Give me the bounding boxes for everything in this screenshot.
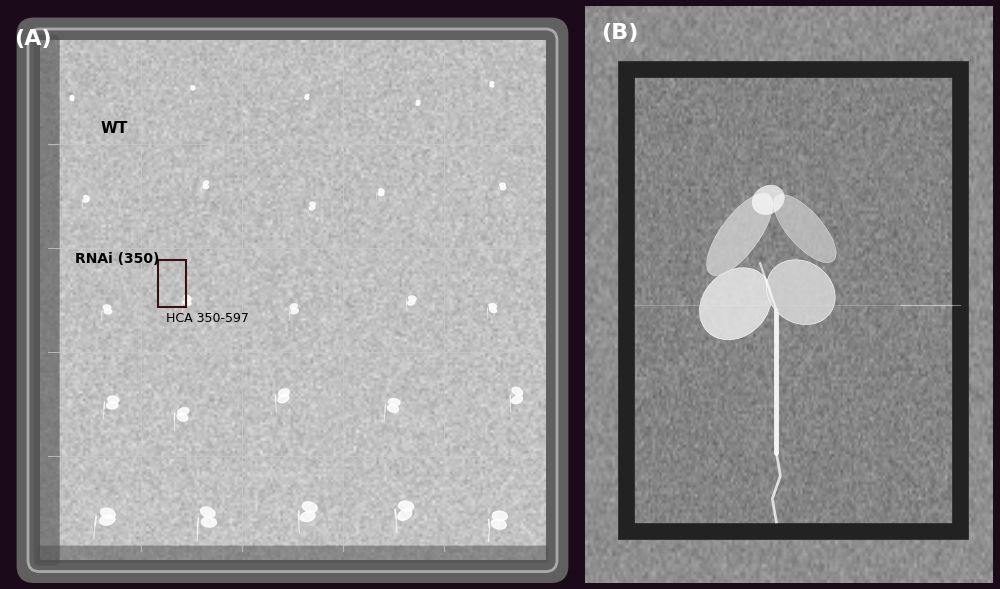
Ellipse shape bbox=[278, 395, 289, 403]
Ellipse shape bbox=[203, 181, 208, 185]
Ellipse shape bbox=[108, 396, 119, 403]
Ellipse shape bbox=[203, 185, 209, 188]
Ellipse shape bbox=[107, 402, 118, 409]
Ellipse shape bbox=[416, 100, 420, 102]
Ellipse shape bbox=[184, 300, 191, 305]
Text: WT: WT bbox=[100, 121, 128, 136]
Text: (A): (A) bbox=[14, 29, 51, 49]
Ellipse shape bbox=[500, 186, 506, 190]
Ellipse shape bbox=[310, 202, 315, 206]
Ellipse shape bbox=[291, 309, 298, 314]
Ellipse shape bbox=[399, 501, 414, 511]
Ellipse shape bbox=[201, 517, 217, 527]
Ellipse shape bbox=[103, 305, 111, 310]
Bar bbox=[626, 70, 960, 531]
Ellipse shape bbox=[200, 507, 215, 518]
Ellipse shape bbox=[489, 303, 496, 309]
Ellipse shape bbox=[387, 405, 399, 412]
Ellipse shape bbox=[700, 267, 772, 340]
Ellipse shape bbox=[378, 192, 384, 196]
Ellipse shape bbox=[512, 387, 523, 396]
Ellipse shape bbox=[302, 502, 317, 512]
Ellipse shape bbox=[512, 396, 523, 403]
Ellipse shape bbox=[279, 389, 289, 397]
Ellipse shape bbox=[408, 300, 415, 305]
Ellipse shape bbox=[300, 511, 315, 522]
Ellipse shape bbox=[290, 304, 297, 309]
Ellipse shape bbox=[500, 183, 505, 187]
Ellipse shape bbox=[379, 189, 384, 193]
Ellipse shape bbox=[100, 508, 115, 518]
Text: (B): (B) bbox=[601, 23, 639, 43]
Ellipse shape bbox=[177, 413, 188, 421]
Ellipse shape bbox=[191, 88, 195, 90]
Ellipse shape bbox=[490, 84, 494, 87]
Ellipse shape bbox=[178, 408, 189, 415]
FancyBboxPatch shape bbox=[34, 35, 60, 566]
Ellipse shape bbox=[70, 95, 74, 98]
Ellipse shape bbox=[416, 102, 420, 105]
Text: HCA 350-597: HCA 350-597 bbox=[166, 312, 249, 325]
Ellipse shape bbox=[489, 307, 497, 313]
Ellipse shape bbox=[774, 194, 836, 263]
Ellipse shape bbox=[305, 97, 309, 99]
Ellipse shape bbox=[184, 295, 191, 301]
Ellipse shape bbox=[100, 515, 115, 525]
Ellipse shape bbox=[398, 509, 412, 520]
FancyBboxPatch shape bbox=[19, 20, 566, 580]
Ellipse shape bbox=[752, 185, 784, 214]
Ellipse shape bbox=[70, 98, 74, 101]
Ellipse shape bbox=[707, 193, 773, 276]
Ellipse shape bbox=[490, 82, 494, 84]
Ellipse shape bbox=[83, 198, 89, 202]
Ellipse shape bbox=[305, 94, 309, 97]
Bar bbox=[158, 260, 186, 307]
Ellipse shape bbox=[84, 196, 89, 200]
Ellipse shape bbox=[492, 511, 507, 521]
Ellipse shape bbox=[491, 519, 506, 529]
Ellipse shape bbox=[409, 296, 416, 301]
FancyBboxPatch shape bbox=[37, 545, 548, 563]
Ellipse shape bbox=[389, 398, 400, 406]
Ellipse shape bbox=[766, 260, 835, 325]
Ellipse shape bbox=[104, 309, 112, 314]
Ellipse shape bbox=[191, 85, 195, 88]
Text: RNAi (350): RNAi (350) bbox=[75, 252, 159, 266]
Ellipse shape bbox=[309, 206, 315, 210]
